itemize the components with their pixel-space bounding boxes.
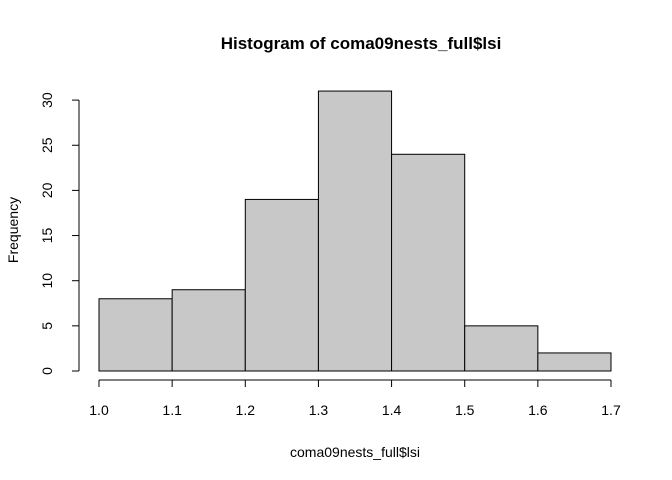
histogram-bar-1 — [98, 298, 173, 372]
x-tick-label: 1.0 — [89, 402, 109, 418]
histogram-bar-4 — [317, 90, 393, 372]
y-tick-label: 15 — [39, 228, 55, 244]
x-tick-label: 1.2 — [236, 402, 256, 418]
x-axis-label: coma09nests_full$lsi — [290, 444, 420, 460]
histogram-bar-5 — [391, 153, 466, 372]
y-axis: 0 5 10 15 20 25 30 — [39, 92, 80, 375]
x-tick-label: 1.6 — [528, 402, 548, 418]
histogram-bar-3 — [244, 198, 319, 372]
y-tick-label: 30 — [39, 92, 55, 108]
x-tick-label: 1.4 — [382, 402, 402, 418]
x-tick-label: 1.5 — [455, 402, 475, 418]
y-tick-label: 10 — [39, 273, 55, 289]
histogram-bar-2 — [171, 289, 246, 372]
histogram-bar-7 — [537, 352, 612, 372]
x-tick-label: 1.3 — [309, 402, 329, 418]
chart-title: Histogram of coma09nests_full$lsi — [221, 34, 502, 53]
y-axis-label: Frequency — [5, 197, 21, 263]
bars-group — [98, 90, 612, 372]
x-tick-label: 1.7 — [601, 402, 621, 418]
y-tick-label: 5 — [39, 322, 55, 330]
x-tick-label: 1.1 — [162, 402, 182, 418]
y-tick-label: 0 — [39, 367, 55, 375]
histogram-bar-6 — [464, 325, 539, 372]
y-tick-label: 20 — [39, 182, 55, 198]
y-tick-label: 25 — [39, 137, 55, 153]
x-axis: 1.0 1.1 1.2 1.3 1.4 1.5 1.6 1.7 — [89, 379, 621, 418]
